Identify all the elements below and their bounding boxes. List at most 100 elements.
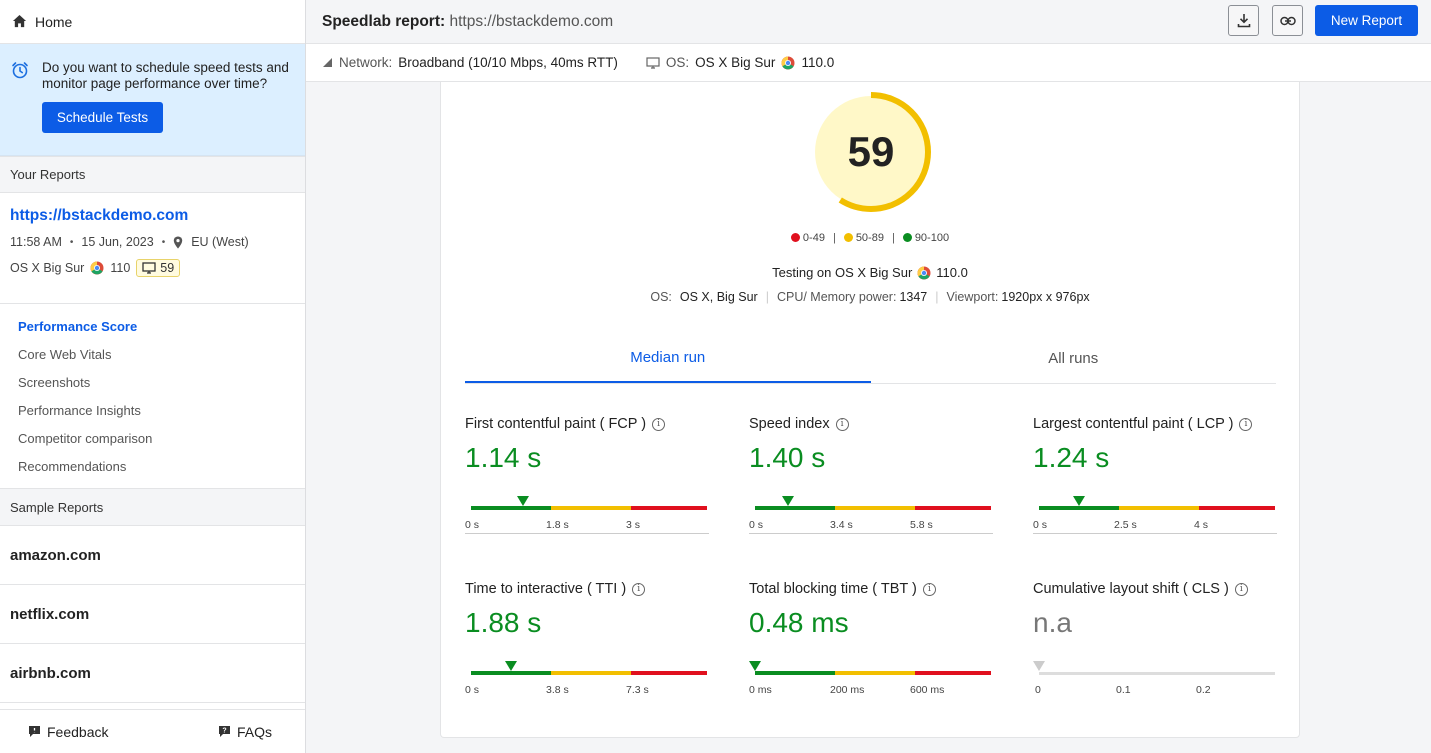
metric-scale: 0 0.1 0.2 <box>1033 658 1277 698</box>
metric-label: Cumulative layout shift ( CLS ) i <box>1033 581 1277 597</box>
tab-all-runs[interactable]: All runs <box>1048 350 1099 367</box>
scale-marker <box>516 496 529 506</box>
monitor-icon <box>646 56 660 69</box>
metric-label-text: Speed index <box>749 416 830 432</box>
scale-average-segment <box>1119 506 1199 510</box>
scale-poor-segment <box>915 671 991 675</box>
score-gauge-arc <box>811 92 931 212</box>
legend-swatch <box>843 233 853 242</box>
download-button[interactable] <box>1228 5 1259 36</box>
home-icon <box>12 14 27 28</box>
nav-item-performance-insights[interactable]: Performance Insights <box>18 403 141 418</box>
scale-tick-label: 4 s <box>1194 519 1209 531</box>
scale-tick-label: 200 ms <box>830 684 865 696</box>
sample-report-amazon[interactable]: amazon.com <box>0 526 305 585</box>
metric-value: 0.48 ms <box>749 607 849 638</box>
copy-link-button[interactable] <box>1272 5 1303 36</box>
legend-swatch <box>790 233 800 242</box>
legend-item-good: 90-100 <box>902 232 949 244</box>
metric-value: 1.14 s <box>465 442 542 473</box>
metric-tti: Time to interactive ( TTI ) i 1.88 s 0 s 3.8… <box>465 581 709 698</box>
signal-icon <box>323 58 332 67</box>
scale-tick-label: 3 s <box>626 519 641 531</box>
scale-tick-label: 0 <box>1035 684 1041 696</box>
scale-tick-label: 3.4 s <box>830 519 853 531</box>
new-report-button[interactable]: New Report <box>1315 5 1418 36</box>
scale-average-segment <box>1119 672 1199 675</box>
alarm-clock-icon <box>12 62 28 79</box>
sidebar-footer: Feedback ? FAQs <box>0 709 305 753</box>
scale-marker <box>782 496 795 506</box>
nav-item-performance-score[interactable]: Performance Score <box>18 319 138 334</box>
metric-cls: Cumulative layout shift ( CLS ) i n.a 0 0.1 0… <box>1033 581 1277 698</box>
spec-cpu-value: 1347 <box>899 290 928 304</box>
report-url-link[interactable]: https://bstackdemo.com <box>10 207 189 224</box>
feedback-link[interactable]: Feedback <box>28 724 108 740</box>
score-value: 59 <box>847 128 895 175</box>
faqs-link[interactable]: ? FAQs <box>218 724 272 740</box>
schedule-promo: Do you want to schedule speed tests and … <box>0 44 305 156</box>
scale-marker <box>749 661 761 671</box>
metric-label: Speed index i <box>749 416 993 432</box>
network-label: Network: <box>339 55 393 70</box>
sidebar: Home Do you want to schedule speed tests… <box>0 0 306 753</box>
schedule-tests-button[interactable]: Schedule Tests <box>42 102 163 133</box>
scale-good-segment <box>1039 506 1119 510</box>
scale-tick-label: 0 ms <box>749 684 772 696</box>
scale-tick-label: 0 s <box>749 519 764 531</box>
info-icon[interactable]: i <box>652 417 666 431</box>
scale-tick-label: 0 s <box>465 684 480 696</box>
spec-os-label: OS: <box>650 290 672 304</box>
legend-item-poor: 0-49 <box>790 232 825 244</box>
nav-item-core-web-vitals[interactable]: Core Web Vitals <box>18 347 112 362</box>
scale-good-segment <box>471 671 551 675</box>
home-link[interactable]: Home <box>0 0 305 44</box>
metric-scale: 0 s 2.5 s 4 s <box>1033 493 1277 533</box>
metric-scale: 0 ms 200 ms 600 ms <box>749 658 993 698</box>
tab-median-run[interactable]: Median run <box>465 334 871 383</box>
browser-version: 110.0 <box>801 55 835 70</box>
metric-scale: 0 s 1.8 s 3 s <box>465 493 709 533</box>
location-pin-icon <box>174 236 183 248</box>
metric-divider <box>749 533 993 534</box>
scale-poor-segment <box>1199 506 1275 510</box>
scale-average-segment <box>835 506 915 510</box>
link-icon <box>1279 16 1296 25</box>
scale-good-segment <box>755 506 835 510</box>
run-tabs: Median run All runs <box>465 334 1276 384</box>
report-env: OS X Big Sur 110 59 <box>10 259 295 277</box>
info-icon[interactable]: i <box>632 582 646 596</box>
legend-swatch <box>902 233 912 242</box>
scale-poor-segment <box>631 671 707 675</box>
spec-cpu-label: CPU/ Memory power: <box>776 290 897 304</box>
spec-viewport-label: Viewport: <box>946 290 999 304</box>
metric-value: 1.24 s <box>1033 442 1110 473</box>
nav-item-recommendations[interactable]: Recommendations <box>18 459 127 474</box>
scale-poor-segment <box>915 506 991 510</box>
spec-os-value: OS X, Big Sur <box>679 290 758 304</box>
sample-reports-heading: Sample Reports <box>0 489 305 526</box>
sample-report-netflix[interactable]: netflix.com <box>0 585 305 644</box>
metric-label: Largest contentful paint ( LCP ) i <box>1033 416 1277 432</box>
nav-item-screenshots[interactable]: Screenshots <box>18 375 91 390</box>
info-icon[interactable]: i <box>922 582 936 596</box>
scale-marker <box>1073 496 1086 506</box>
nav-item-competitor-comparison[interactable]: Competitor comparison <box>18 431 153 446</box>
info-icon[interactable]: i <box>835 417 849 431</box>
feedback-icon <box>29 726 40 737</box>
score-legend: 0-49 | 50-89 | 90-100 <box>441 232 1299 244</box>
score-gauge-track <box>815 96 927 208</box>
svg-text:?: ? <box>222 728 226 735</box>
info-icon[interactable]: i <box>1239 417 1253 431</box>
scale-tick-label: 0.1 <box>1116 684 1131 696</box>
scale-tick-label: 600 ms <box>910 684 945 696</box>
promo-text: Do you want to schedule speed tests and … <box>42 60 289 91</box>
report-header: Speedlab report: https://bstackdemo.com … <box>306 0 1431 44</box>
question-icon: ? <box>218 726 230 737</box>
scale-average-segment <box>551 671 631 675</box>
sample-report-airbnb[interactable]: airbnb.com <box>0 644 305 703</box>
legend-separator: | <box>891 232 895 244</box>
info-icon[interactable]: i <box>1234 582 1248 596</box>
feedback-label: Feedback <box>47 723 109 740</box>
report-card[interactable]: https://bstackdemo.com 11:58 AM • 15 Jun… <box>0 193 305 304</box>
